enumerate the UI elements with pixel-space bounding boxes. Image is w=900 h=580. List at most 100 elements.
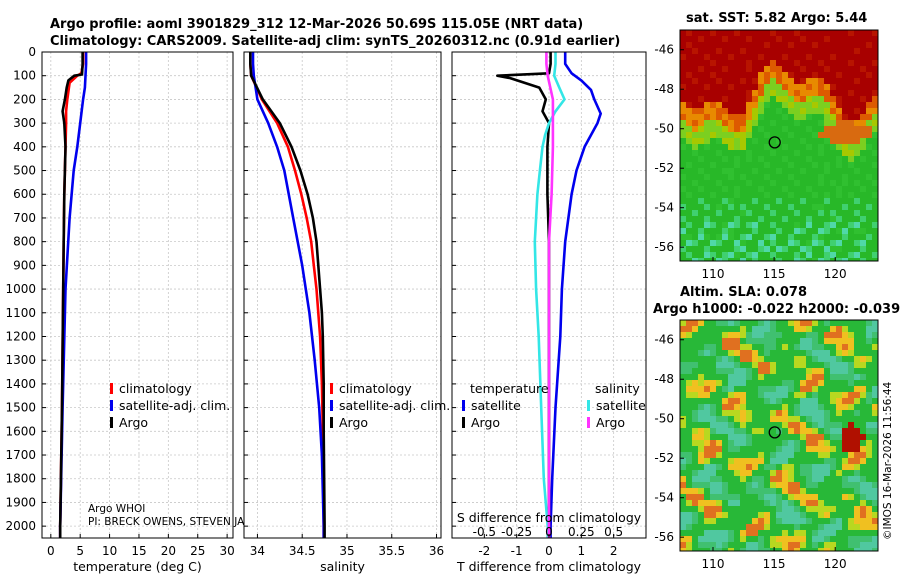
map-cell [782,512,788,518]
map-cell [872,228,878,234]
map-cell [854,36,860,42]
map-cell [740,398,746,404]
map-cell [818,476,824,482]
map-cell [722,494,728,500]
map-cell [848,320,854,326]
map-cell [716,234,722,240]
map-cell [746,350,752,356]
sla-map-title-1: Altim. SLA: 0.078 [680,285,807,300]
map-cell [824,380,830,386]
map-cell [848,356,854,362]
map-cell [722,210,728,216]
y-tick-label: 300 [13,116,36,130]
map-cell [734,180,740,186]
map-cell [806,36,812,42]
map-cell [680,506,686,512]
legend-header-salinity: salinity [595,381,640,396]
map-cell [734,36,740,42]
map-cell [680,216,686,222]
map-cell [746,222,752,228]
map-cell [812,210,818,216]
map-cell [776,126,782,132]
map-cell [710,500,716,506]
map-cell [800,144,806,150]
map-cell [836,476,842,482]
map-cell [854,126,860,132]
map-cell [872,428,878,434]
map-cell [836,542,842,548]
map-cell [752,506,758,512]
map-cell [704,386,710,392]
map-cell [776,548,782,551]
map-cell [740,500,746,506]
x-tick-label: -1 [511,544,523,558]
map-cell [758,482,764,488]
map-cell [740,524,746,530]
map-cell [842,126,848,132]
map-cell [788,326,794,332]
map-cell [836,108,842,114]
map-cell [698,72,704,78]
map-cell [860,518,866,524]
map-cell [686,386,692,392]
map-cell [854,374,860,380]
map-cell [698,78,704,84]
map-cell [872,530,878,536]
map-cell [866,102,872,108]
map-cell [806,150,812,156]
map-cell [740,410,746,416]
map-cell [698,60,704,66]
map-cell [746,234,752,240]
map-cell [800,228,806,234]
map-cell [764,500,770,506]
x-axis-label: salinity [320,559,365,574]
map-cell [746,356,752,362]
map-cell [842,228,848,234]
map-cell [722,222,728,228]
map-cell [788,434,794,440]
map-cell [704,258,710,261]
map-cell [734,500,740,506]
map-cell [794,380,800,386]
map-cell [794,36,800,42]
map-cell [692,506,698,512]
y-tick-label: 1100 [5,306,36,320]
map-cell [806,464,812,470]
map-cell [728,488,734,494]
map-cell [752,108,758,114]
map-cell [824,422,830,428]
map-cell [806,476,812,482]
map-cell [758,246,764,252]
title-line-1: Argo profile: aoml 3901829_312 12-Mar-20… [50,17,583,32]
map-cell [734,72,740,78]
map-cell [758,446,764,452]
map-cell [794,542,800,548]
map-cell [728,30,734,36]
map-cell [788,506,794,512]
map-cell [872,536,878,542]
map-cell [740,416,746,422]
map-cell [770,422,776,428]
map-cell [842,512,848,518]
map-cell [824,506,830,512]
map-cell [848,326,854,332]
map-cell [818,392,824,398]
map-cell [794,452,800,458]
map-cell [800,204,806,210]
map-cell [716,186,722,192]
map-cell [860,132,866,138]
map-cell [770,162,776,168]
map-cell [740,78,746,84]
map-cell [872,126,878,132]
map-cell [818,216,824,222]
map-cell [758,410,764,416]
map-cell [824,102,830,108]
map-cell [686,350,692,356]
map-cell [812,452,818,458]
map-cell [728,356,734,362]
map-cell [854,404,860,410]
map-cell [752,228,758,234]
map-cell [710,48,716,54]
map-cell [872,72,878,78]
map-cell [710,518,716,524]
